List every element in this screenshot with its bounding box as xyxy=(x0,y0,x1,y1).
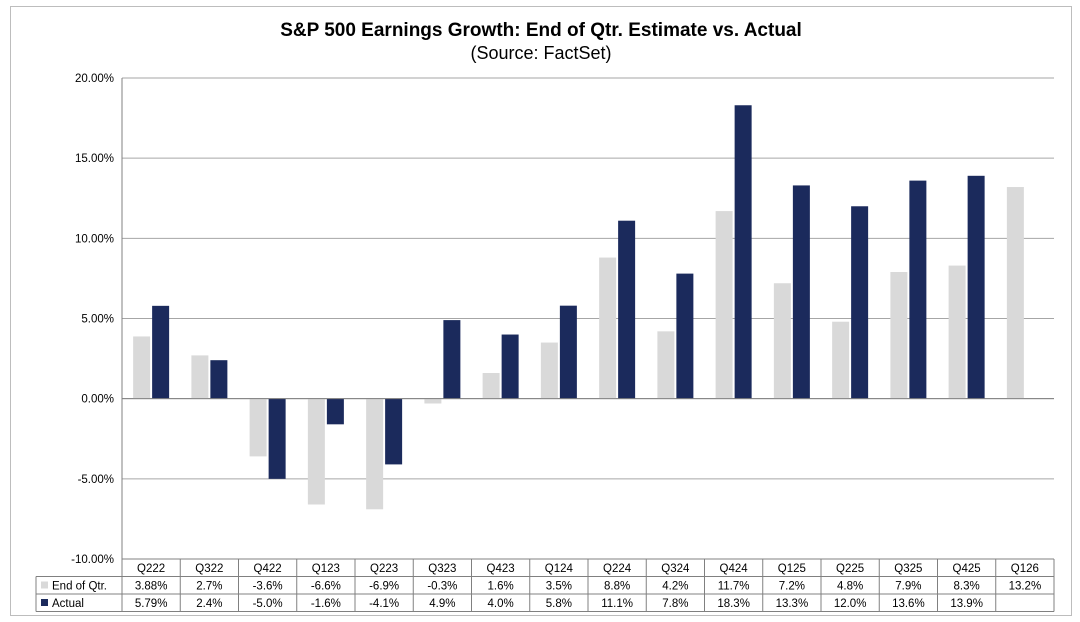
x-tick-label: Q224 xyxy=(603,563,632,575)
data-table: Q222 Q322 Q422 Q123 Q223 Q323 Q423 Q124 Q224 Q324… xyxy=(35,558,1055,612)
bar-actual-q325 xyxy=(909,180,927,399)
x-tick-label: Q422 xyxy=(254,563,282,575)
x-tick-label: Q125 xyxy=(778,563,806,575)
data-label: -5.0% xyxy=(253,598,283,610)
bar-estimate-q322 xyxy=(191,355,209,399)
data-label: 18.3% xyxy=(717,598,750,610)
bar-estimate-q125 xyxy=(773,283,791,399)
x-tick-label: Q324 xyxy=(661,563,690,575)
y-axis-ticks: -10.00% -5.00% 0.00% 5.00% 10.00% 15.00% 20.00… xyxy=(71,73,114,566)
legend-label-actual: Actual xyxy=(52,598,84,610)
y-tick-label: 20.00% xyxy=(75,73,114,85)
bar-actual-q125 xyxy=(792,185,810,399)
bar-actual-q223 xyxy=(385,398,403,465)
data-label: 5.8% xyxy=(546,598,572,610)
chart-title: S&P 500 Earnings Growth: End of Qtr. Est… xyxy=(280,20,802,41)
data-label: 12.0% xyxy=(834,598,867,610)
data-label: 13.2% xyxy=(1009,581,1042,593)
x-tick-label: Q424 xyxy=(720,563,749,575)
data-label: 11.7% xyxy=(718,581,750,593)
bars xyxy=(133,105,1024,510)
data-label: 2.4% xyxy=(196,598,222,610)
data-label: 2.7% xyxy=(196,581,222,593)
bar-estimate-q123 xyxy=(307,398,325,505)
bar-actual-q423 xyxy=(501,334,519,399)
x-tick-label: Q322 xyxy=(195,563,223,575)
bar-actual-q424 xyxy=(734,105,752,399)
data-label: 4.2% xyxy=(662,581,688,593)
bar-estimate-q224 xyxy=(599,257,617,399)
data-label: 8.8% xyxy=(604,581,630,593)
bar-estimate-q424 xyxy=(715,211,733,399)
bar-estimate-q223 xyxy=(366,398,384,510)
chart-frame xyxy=(10,6,1072,616)
bar-estimate-q225 xyxy=(832,321,850,399)
data-label: 5.79% xyxy=(135,598,168,610)
data-label: -4.1% xyxy=(369,598,399,610)
bar-estimate-q425 xyxy=(948,265,966,399)
x-tick-label: Q124 xyxy=(545,563,574,575)
data-label: 13.3% xyxy=(776,598,809,610)
data-label: -0.3% xyxy=(427,581,457,593)
bar-estimate-q423 xyxy=(482,373,500,399)
legend-label-estimate: End of Qtr. xyxy=(52,581,107,593)
bar-actual-q225 xyxy=(851,206,869,399)
data-label: 1.6% xyxy=(488,581,514,593)
data-label: 4.0% xyxy=(488,598,514,610)
data-label: 13.9% xyxy=(950,598,983,610)
bar-estimate-q323 xyxy=(424,398,442,404)
data-label: -6.9% xyxy=(369,581,399,593)
data-label: 8.3% xyxy=(954,581,980,593)
data-label: -6.6% xyxy=(311,581,341,593)
data-label: 4.9% xyxy=(429,598,455,610)
bar-estimate-q126 xyxy=(1006,187,1024,399)
data-label: 3.5% xyxy=(546,581,572,593)
x-tick-label: Q126 xyxy=(1011,563,1039,575)
data-label: 7.2% xyxy=(779,581,805,593)
data-label: 3.88% xyxy=(135,581,168,593)
chart-subtitle: (Source: FactSet) xyxy=(470,43,611,63)
x-tick-label: Q222 xyxy=(137,563,165,575)
bar-actual-q322 xyxy=(210,360,228,399)
bar-actual-q323 xyxy=(443,320,461,399)
bar-actual-q123 xyxy=(326,398,344,425)
axes xyxy=(121,78,1054,559)
data-label: 11.1% xyxy=(601,598,633,610)
bar-actual-q422 xyxy=(268,398,286,479)
bar-estimate-q124 xyxy=(540,342,558,399)
data-label: 4.8% xyxy=(837,581,863,593)
x-tick-label: Q325 xyxy=(894,563,922,575)
data-label: -1.6% xyxy=(311,598,341,610)
bar-actual-q224 xyxy=(618,220,636,399)
y-tick-label: -10.00% xyxy=(71,554,114,566)
x-tick-label: Q123 xyxy=(312,563,340,575)
y-tick-label: -5.00% xyxy=(78,474,114,486)
x-tick-label: Q225 xyxy=(836,563,864,575)
bar-estimate-q422 xyxy=(249,398,267,457)
bar-actual-q324 xyxy=(676,273,694,399)
data-label: -3.6% xyxy=(253,581,283,593)
y-tick-label: 0.00% xyxy=(81,394,114,406)
legend-swatch-actual xyxy=(41,599,48,606)
bar-estimate-q325 xyxy=(890,272,908,399)
data-label: 7.8% xyxy=(662,598,688,610)
bar-actual-q425 xyxy=(967,175,985,399)
legend-swatch-estimate xyxy=(41,581,48,589)
y-tick-label: 5.00% xyxy=(81,314,114,326)
x-tick-label: Q425 xyxy=(953,563,981,575)
bar-actual-q222 xyxy=(152,305,170,399)
data-label: 7.9% xyxy=(895,581,921,593)
x-tick-label: Q223 xyxy=(370,563,398,575)
y-tick-label: 10.00% xyxy=(75,233,114,245)
x-tick-label: Q423 xyxy=(487,563,515,575)
bar-estimate-q222 xyxy=(133,336,151,399)
x-tick-label: Q323 xyxy=(428,563,456,575)
bar-estimate-q324 xyxy=(657,331,675,399)
bar-actual-q124 xyxy=(559,305,577,399)
y-tick-label: 15.00% xyxy=(75,153,114,165)
data-label: 13.6% xyxy=(892,598,925,610)
